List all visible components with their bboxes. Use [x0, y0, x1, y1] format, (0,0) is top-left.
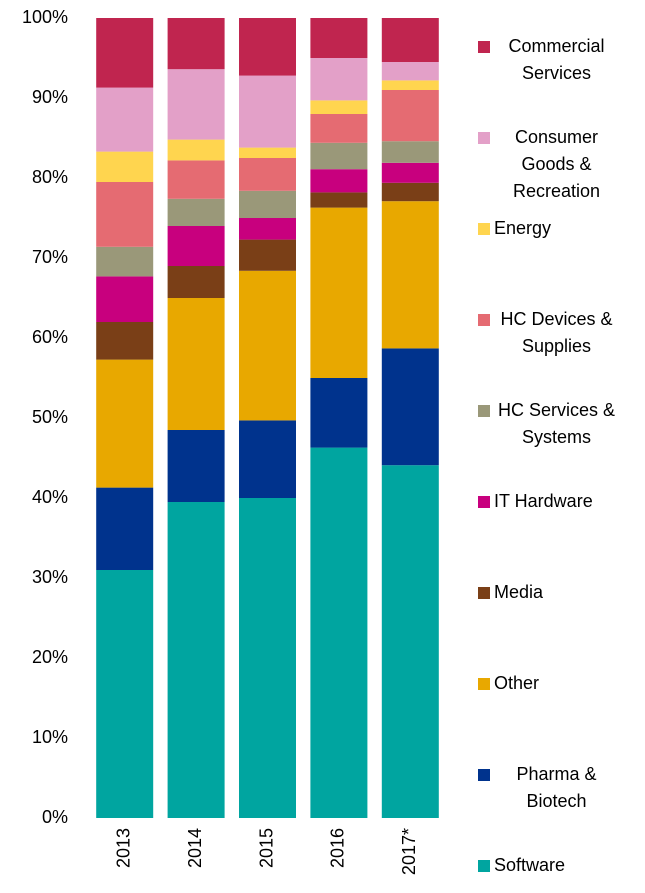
legend-swatch — [478, 314, 490, 326]
legend-item: Commercial Services — [478, 35, 619, 87]
bar-segment — [310, 447, 368, 818]
legend-label: Media — [494, 582, 544, 602]
legend-label: IT Hardware — [494, 491, 593, 511]
legend-item: IT Hardware — [478, 490, 593, 515]
x-tick-label: 2014 — [185, 828, 205, 868]
y-tick-label: 0% — [42, 807, 68, 827]
legend-swatch — [478, 860, 490, 872]
legend-label: Other — [494, 673, 540, 693]
bar-segment — [381, 162, 439, 183]
bar-segment — [167, 298, 225, 430]
bar-segment — [167, 430, 225, 502]
legend-label: HC Devices & Supplies — [500, 309, 613, 356]
bar-segment — [239, 218, 296, 240]
bar-segment — [96, 570, 154, 818]
legend-swatch — [478, 769, 490, 781]
bar-segment — [96, 276, 154, 322]
bar-segment — [310, 378, 368, 448]
bar-segment — [381, 80, 439, 90]
bar-segment — [239, 147, 296, 158]
bar-segment — [167, 69, 225, 140]
legend-swatch — [478, 496, 490, 508]
bar-segment — [381, 201, 439, 349]
bar-segment — [167, 139, 225, 161]
x-tick-label: 2017* — [399, 828, 419, 875]
y-tick-label: 20% — [32, 647, 68, 667]
bar-segment — [96, 246, 154, 277]
legend-swatch — [478, 678, 490, 690]
bar-segment — [96, 359, 154, 488]
bar-segment — [381, 18, 439, 62]
y-tick-label: 10% — [32, 727, 68, 747]
bar-segment — [310, 18, 368, 58]
y-tick-label: 50% — [32, 407, 68, 427]
bar-segment — [310, 169, 368, 193]
y-tick-label: 30% — [32, 567, 68, 587]
x-tick-label: 2015 — [256, 828, 276, 868]
y-tick-label: 60% — [32, 327, 68, 347]
bar-segment — [239, 75, 296, 148]
bar-segment — [310, 100, 368, 114]
legend-label: Pharma & Biotech — [516, 764, 597, 811]
legend-swatch — [478, 132, 490, 144]
bar-segment — [381, 465, 439, 818]
legend-label: Energy — [494, 218, 552, 238]
bar-segment — [239, 420, 296, 498]
y-tick-label: 100% — [22, 7, 68, 27]
legend-label: Commercial Services — [508, 36, 605, 83]
bar-segment — [96, 87, 154, 152]
legend-swatch — [478, 41, 490, 53]
bar-segment — [310, 142, 368, 170]
bar-segment — [381, 141, 439, 163]
bar-segment — [381, 182, 439, 202]
y-tick-label: 80% — [32, 167, 68, 187]
legend-label: HC Services & Systems — [497, 400, 616, 447]
bar-segment — [96, 487, 154, 570]
bar-segment — [239, 239, 296, 271]
legend-label: Software — [494, 855, 566, 875]
bar-segment — [167, 502, 225, 818]
bar-segment — [239, 158, 296, 191]
bar-segment — [96, 322, 154, 360]
bar-segment — [167, 226, 225, 266]
x-tick-label: 2013 — [113, 828, 133, 868]
legend-item: Consumer Goods & Recreation — [478, 126, 619, 205]
y-tick-label: 70% — [32, 247, 68, 267]
bar-segment — [96, 18, 154, 88]
legend-item: HC Devices & Supplies — [478, 308, 619, 360]
y-tick-label: 90% — [32, 87, 68, 107]
legend-swatch — [478, 223, 490, 235]
bar-segment — [310, 207, 368, 378]
legend-item: HC Services & Systems — [478, 399, 619, 451]
legend-item: Media — [478, 581, 543, 606]
bar-segment — [381, 90, 439, 142]
y-tick-label: 40% — [32, 487, 68, 507]
bar-segment — [167, 18, 225, 70]
bar-segment — [239, 190, 296, 218]
bar-segment — [310, 192, 368, 208]
legend-item: Other — [478, 672, 539, 697]
bar-segment — [381, 348, 439, 466]
bar-segment — [167, 198, 225, 226]
legend-swatch — [478, 405, 490, 417]
legend-item: Software — [478, 854, 565, 879]
bar-segment — [96, 151, 154, 182]
x-tick-label: 2016 — [328, 828, 348, 868]
bar-segment — [239, 498, 296, 818]
legend-label: Consumer Goods & Recreation — [512, 127, 601, 201]
legend-item: Pharma & Biotech — [478, 763, 619, 815]
bar-segment — [167, 266, 225, 298]
legend-swatch — [478, 587, 490, 599]
bar-segment — [167, 160, 225, 199]
bar-segment — [310, 114, 368, 143]
bar-segment — [310, 58, 368, 101]
bar-segment — [96, 182, 154, 247]
legend-item: Energy — [478, 217, 551, 242]
bar-segment — [239, 18, 296, 76]
bar-segment — [381, 62, 439, 81]
bar-segment — [239, 270, 296, 421]
